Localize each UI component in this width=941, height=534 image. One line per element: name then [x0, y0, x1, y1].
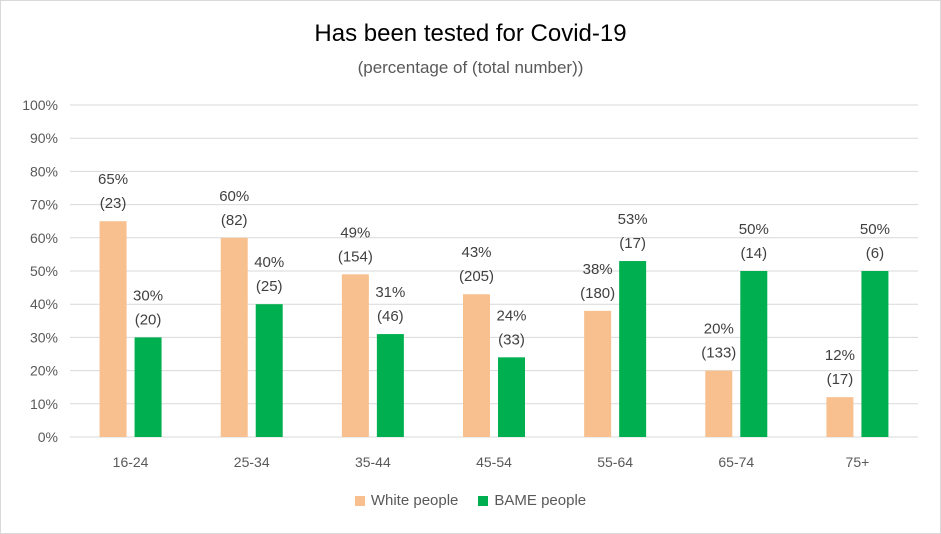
- data-label-count: (23): [100, 195, 127, 212]
- bar-white: [463, 294, 490, 437]
- x-tick-label: 45-54: [476, 454, 512, 470]
- x-tick-label: 35-44: [355, 454, 391, 470]
- x-tick-label: 25-34: [234, 454, 270, 470]
- chart-subtitle: (percentage of (total number)): [357, 58, 584, 77]
- data-label-percent: 12%: [825, 347, 855, 364]
- data-label-count: (20): [135, 311, 162, 328]
- bar-bame: [255, 304, 283, 437]
- y-tick-label: 80%: [30, 163, 58, 179]
- y-tick-label: 50%: [30, 263, 58, 279]
- data-label-count: (82): [221, 212, 248, 229]
- y-tick-label: 10%: [30, 396, 58, 412]
- y-tick-label: 70%: [30, 197, 58, 213]
- legend-item-bame: BAME people: [478, 492, 586, 509]
- data-label-count: (33): [498, 331, 525, 348]
- bar-bame: [861, 271, 889, 437]
- bar-bame: [376, 334, 404, 437]
- data-label-percent: 24%: [496, 307, 526, 324]
- data-label-percent: 38%: [583, 261, 613, 278]
- data-label-count: (17): [827, 371, 854, 388]
- x-tick-label: 75+: [846, 454, 870, 470]
- x-tick-label: 55-64: [597, 454, 633, 470]
- y-tick-label: 40%: [30, 296, 58, 312]
- y-tick-label: 100%: [22, 97, 58, 113]
- data-label-count: (17): [619, 235, 646, 252]
- data-label-percent: 43%: [461, 244, 491, 261]
- data-label-percent: 60%: [219, 188, 249, 205]
- bar-white: [705, 370, 733, 437]
- y-tick-label: 60%: [30, 230, 58, 246]
- bar-bame: [619, 261, 647, 437]
- bar-bame: [134, 337, 162, 437]
- data-label-count: (154): [338, 248, 373, 265]
- data-label-count: (205): [459, 268, 494, 285]
- legend-item-white: White people: [354, 492, 459, 509]
- data-label-count: (6): [866, 245, 884, 262]
- data-label-percent: 65%: [98, 171, 128, 188]
- data-label-percent: 53%: [618, 211, 648, 228]
- data-label-count: (133): [701, 345, 736, 362]
- data-label-count: (14): [740, 245, 767, 262]
- bar-white: [99, 221, 127, 437]
- legend-swatch-white: [354, 495, 365, 506]
- data-label-percent: 50%: [739, 221, 769, 238]
- data-label-percent: 20%: [704, 321, 734, 338]
- bar-bame: [740, 271, 768, 437]
- bar-bame: [498, 357, 525, 437]
- legend-label-bame: BAME people: [494, 492, 587, 509]
- legend-swatch-bame: [478, 495, 489, 506]
- data-label-percent: 31%: [375, 284, 405, 301]
- bar-white: [341, 274, 369, 437]
- legend-label-white: White people: [370, 492, 459, 509]
- x-tick-label: 16-24: [113, 454, 149, 470]
- y-tick-label: 0%: [38, 429, 58, 445]
- bar-white: [826, 397, 854, 437]
- data-label-count: (25): [256, 278, 283, 295]
- data-label-count: (46): [377, 308, 404, 325]
- y-tick-label: 30%: [30, 329, 58, 345]
- data-label-percent: 30%: [133, 287, 163, 304]
- legend: White people BAME people: [0, 492, 941, 509]
- bar-white: [584, 310, 612, 437]
- data-label-percent: 49%: [340, 224, 370, 241]
- chart-title: Has been tested for Covid-19: [314, 20, 627, 47]
- data-label-count: (180): [580, 285, 615, 302]
- y-tick-label: 20%: [30, 363, 58, 379]
- data-label-percent: 50%: [860, 221, 890, 238]
- x-tick-label: 65-74: [718, 454, 754, 470]
- y-tick-label: 90%: [30, 130, 58, 146]
- bar-white: [220, 237, 248, 437]
- data-label-percent: 40%: [254, 254, 284, 271]
